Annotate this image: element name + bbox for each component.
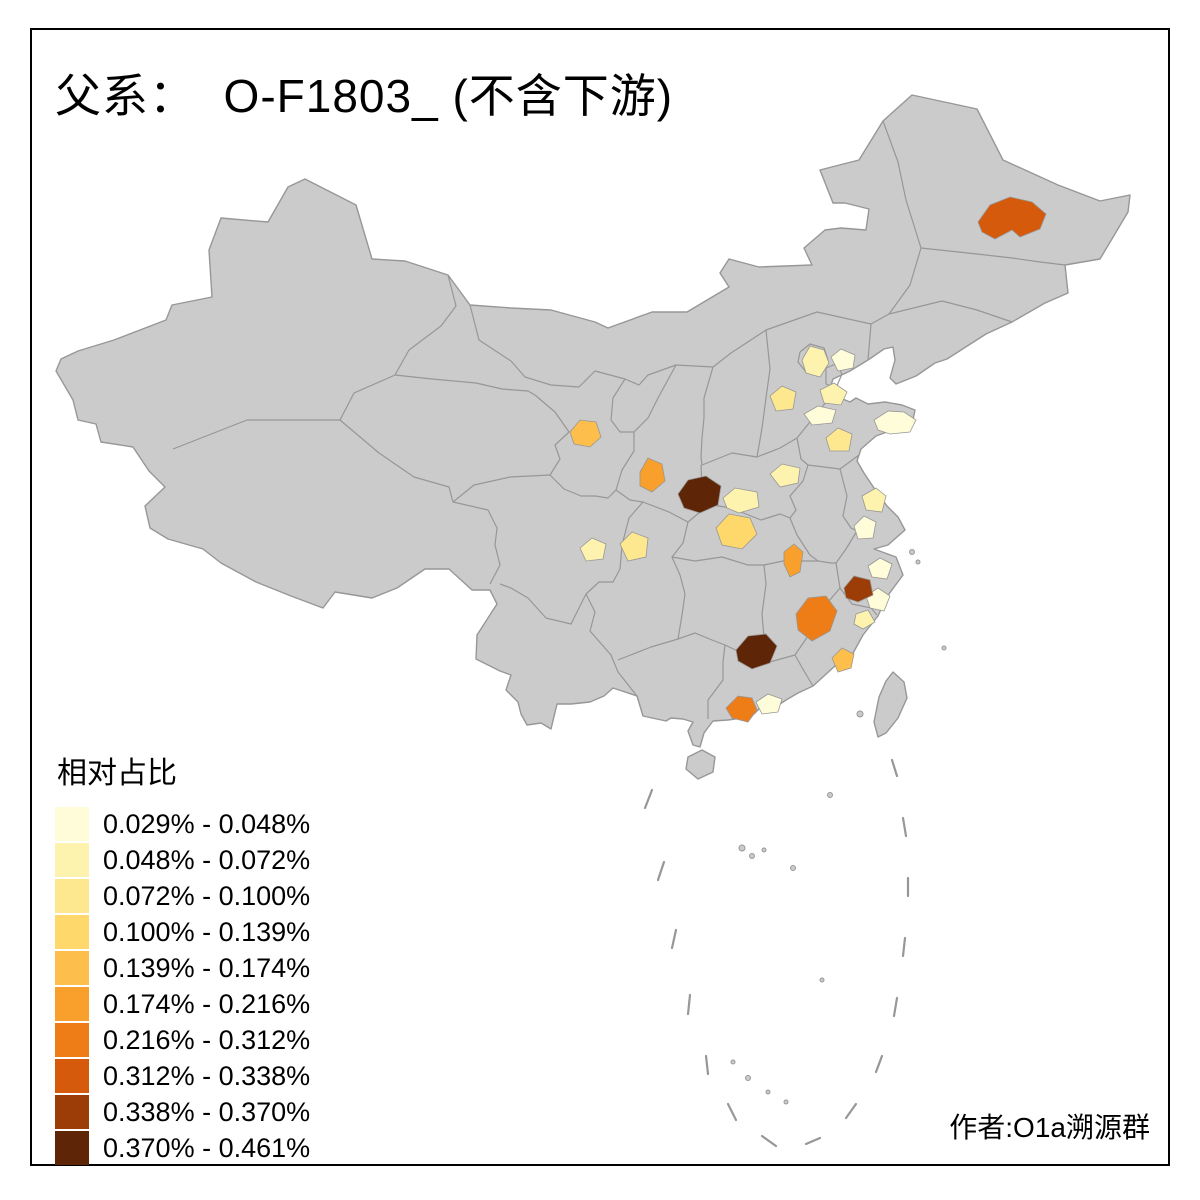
map-region-region-northeast [977,196,1047,240]
legend-swatch [55,879,89,913]
map-region-region-north-6 [825,427,853,452]
map-region-region-east-5 [853,609,876,630]
legend-item: 0.370% - 0.461% [55,1130,310,1166]
legend-swatch [55,951,89,985]
map-region-region-northwest-2 [639,457,666,493]
legend-label: 0.312% - 0.338% [103,1060,311,1091]
page-title: 父系： O-F1803_ (不含下游) [55,70,674,122]
map-region-region-southeast-1 [831,647,855,673]
legend-swatch [55,1023,89,1057]
coastal-islet-1 [909,549,915,555]
legend-label: 0.029% - 0.048% [103,808,311,839]
map-region-region-south-dark [735,633,778,670]
legend-items: 0.029% - 0.048% 0.048% - 0.072% 0.072% - 0… [55,806,310,1166]
map-region-region-central-1 [722,487,760,514]
legend-label: 0.216% - 0.312% [103,1024,311,1055]
map-region-region-east-dark [843,575,874,603]
map-region-region-south-3 [755,693,783,715]
legend-swatch [55,843,89,877]
legend-item: 0.100% - 0.139% [55,914,310,950]
legend-swatch [55,1059,89,1093]
legend-label: 0.338% - 0.370% [103,1096,311,1127]
attribution: 作者:O1a溯源群 [949,1112,1150,1143]
legend-swatch [55,987,89,1021]
map-land-mainland [55,94,1131,748]
legend-swatch [55,1131,89,1165]
map-region-region-south-2 [725,695,758,723]
map-colored-regions [569,196,1047,723]
legend: 相对占比 0.029% - 0.048% 0.048% - 0.072% 0.072… [55,748,310,1166]
map-region-region-east-1 [853,515,877,540]
map-region-region-south-1 [795,595,838,642]
map-region-region-central-2 [769,463,801,488]
legend-item: 0.216% - 0.312% [55,1022,310,1058]
legend-swatch [55,807,89,841]
legend-label: 0.072% - 0.100% [103,880,311,911]
legend-label: 0.174% - 0.216% [103,988,311,1019]
legend-item: 0.338% - 0.370% [55,1094,310,1130]
legend-label: 0.048% - 0.072% [103,844,311,875]
legend-item: 0.048% - 0.072% [55,842,310,878]
map-region-region-northwest-1 [569,419,602,448]
legend-swatch [55,1095,89,1129]
legend-title: 相对占比 [57,757,177,790]
legend-swatch [55,915,89,949]
legend-item: 0.139% - 0.174% [55,950,310,986]
legend-label: 0.370% - 0.461% [103,1132,311,1163]
map-region-region-shandong [873,410,917,435]
map-region-region-north-2 [830,348,856,372]
map-region-region-central-dark [677,475,722,514]
map-region-region-east-2 [861,487,887,513]
legend-label: 0.139% - 0.174% [103,952,311,983]
legend-item: 0.029% - 0.048% [55,806,310,842]
legend-label: 0.100% - 0.139% [103,916,311,947]
map-region-region-central-3 [715,513,758,550]
province-borders [172,120,1066,719]
map-region-region-central-4 [783,543,804,578]
taiwan-island [873,671,908,738]
map-region-region-north-5 [803,405,837,426]
legend-item: 0.312% - 0.338% [55,1058,310,1094]
map-region-region-east-3 [867,557,893,580]
map-region-region-southwest-2 [619,531,649,562]
coastal-islet-3 [941,645,947,651]
south-china-sea-islands [643,758,910,1148]
map-region-region-southwest-1 [579,537,607,562]
legend-item: 0.072% - 0.100% [55,878,310,914]
legend-item: 0.174% - 0.216% [55,986,310,1022]
coastal-islet-2 [915,559,921,565]
penghu-islet [856,710,864,718]
map-region-region-north-4 [769,385,797,412]
map-region-region-north-1 [801,345,830,378]
map-region-region-north-3 [819,382,848,406]
hainan-island [685,749,716,780]
